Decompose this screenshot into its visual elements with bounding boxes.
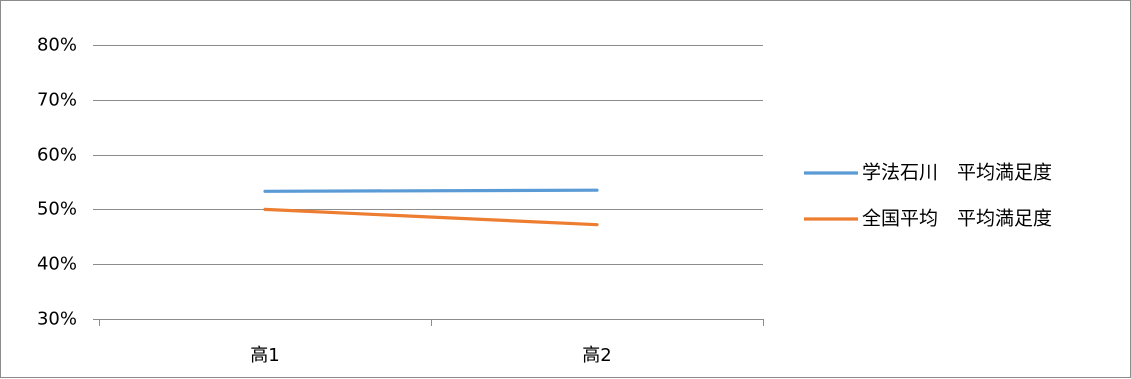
x-tick-label: 高1 [250,345,279,366]
series-lines [263,188,599,227]
series-line-1 [263,207,599,227]
legend-label: 全国平均 平均満足度 [862,208,1052,230]
y-tick-label: 30% [37,309,77,330]
y-tick-label: 40% [37,254,77,275]
x-tick-label: 高2 [582,345,611,366]
legend-label: 学法石川 平均満足度 [862,162,1052,184]
legend-item-1: 全国平均 平均満足度 [804,208,1052,230]
y-tick-label: 50% [37,199,77,220]
axes: 30% 40% 50% 60% 70% 80% 高1 高2 [37,35,764,366]
y-tick-label: 80% [37,35,77,56]
legend-item-0: 学法石川 平均満足度 [804,162,1052,184]
y-tick-label: 60% [37,145,77,166]
y-tick-label: 70% [37,90,77,111]
gridlines [93,45,763,265]
series-line-0 [263,188,599,193]
